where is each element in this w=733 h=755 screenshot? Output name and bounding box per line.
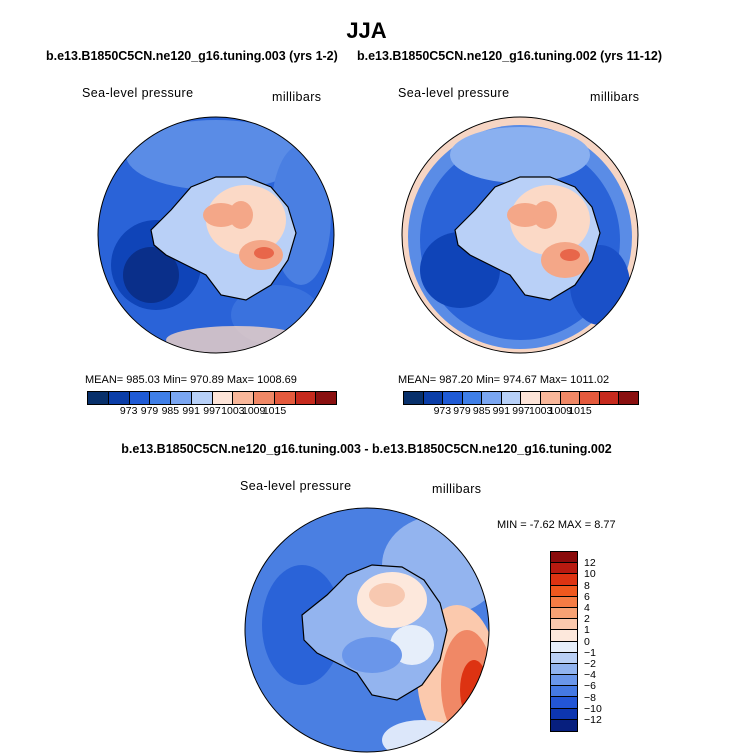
colorbar-label: 2 [584, 613, 590, 625]
left-map [96, 115, 336, 355]
colorbar-swatch [551, 563, 577, 574]
colorbar-swatch [404, 392, 424, 404]
colorbar-swatch [150, 392, 171, 404]
colorbar-swatch [482, 392, 502, 404]
colorbar-swatch [424, 392, 444, 404]
colorbar-label: −6 [584, 680, 596, 692]
colorbar-label: −2 [584, 658, 596, 670]
left-colorbar [87, 391, 337, 405]
right-colorbar [403, 391, 639, 405]
right-map [400, 115, 640, 355]
colorbar-swatch [296, 392, 317, 404]
colorbar-swatch [551, 709, 577, 720]
colorbar-swatch [580, 392, 600, 404]
colorbar-swatch [541, 392, 561, 404]
right-units-label: millibars [590, 90, 639, 104]
colorbar-swatch [551, 642, 577, 653]
left-colorbar-labels: 973 979 985 991 997 1003 1009 1015 [87, 405, 337, 419]
colorbar-swatch [551, 686, 577, 697]
diff-colorbar [550, 551, 578, 732]
colorbar-swatch [463, 392, 483, 404]
colorbar-swatch [254, 392, 275, 404]
colorbar-swatch [619, 392, 638, 404]
diff-stats: MIN = -7.62 MAX = 8.77 [497, 519, 616, 531]
diff-case-title: b.e13.B1850C5CN.ne120_g16.tuning.003 - b… [0, 442, 733, 456]
colorbar-label: 1015 [568, 405, 591, 417]
colorbar-label: 0 [584, 636, 590, 648]
colorbar-swatch [551, 597, 577, 608]
colorbar-swatch [551, 619, 577, 630]
colorbar-swatch [551, 630, 577, 641]
colorbar-label: 10 [584, 568, 596, 580]
right-case-title: b.e13.B1850C5CN.ne120_g16.tuning.002 (yr… [357, 49, 662, 63]
colorbar-swatch [130, 392, 151, 404]
colorbar-swatch [551, 608, 577, 619]
colorbar-label: 6 [584, 591, 590, 603]
right-variable-label: Sea-level pressure [398, 86, 509, 100]
colorbar-swatch [171, 392, 192, 404]
colorbar-label: −4 [584, 669, 596, 681]
colorbar-swatch [316, 392, 336, 404]
colorbar-swatch [213, 392, 234, 404]
colorbar-swatch [502, 392, 522, 404]
colorbar-swatch [551, 586, 577, 597]
colorbar-label: 997 [203, 405, 221, 417]
colorbar-swatch [233, 392, 254, 404]
diff-map [242, 505, 492, 755]
colorbar-label: 991 [182, 405, 200, 417]
left-units-label: millibars [272, 90, 321, 104]
left-case-title: b.e13.B1850C5CN.ne120_g16.tuning.003 (yr… [46, 49, 338, 63]
colorbar-swatch [551, 675, 577, 686]
colorbar-swatch [551, 653, 577, 664]
right-colorbar-labels: 973 979 985 991 997 1003 1009 1015 [403, 405, 639, 419]
colorbar-swatch [551, 697, 577, 708]
colorbar-label: −10 [584, 703, 602, 715]
left-variable-label: Sea-level pressure [82, 86, 193, 100]
diff-variable-label: Sea-level pressure [240, 479, 351, 493]
colorbar-swatch [561, 392, 581, 404]
colorbar-label: 985 [473, 405, 491, 417]
colorbar-swatch [551, 664, 577, 675]
colorbar-label: 973 [434, 405, 452, 417]
colorbar-label: 1015 [263, 405, 286, 417]
left-stats: MEAN= 985.03 Min= 970.89 Max= 1008.69 [85, 374, 297, 386]
colorbar-swatch [443, 392, 463, 404]
colorbar-swatch [192, 392, 213, 404]
colorbar-label: −8 [584, 692, 596, 704]
colorbar-swatch [551, 574, 577, 585]
colorbar-label: 8 [584, 580, 590, 592]
right-stats: MEAN= 987.20 Min= 974.67 Max= 1011.02 [398, 374, 609, 386]
colorbar-swatch [109, 392, 130, 404]
figure-title: JJA [0, 18, 733, 44]
colorbar-label: 4 [584, 602, 590, 614]
colorbar-label: −12 [584, 714, 602, 726]
colorbar-swatch [88, 392, 109, 404]
colorbar-swatch [600, 392, 620, 404]
colorbar-label: 973 [120, 405, 138, 417]
colorbar-label: −1 [584, 647, 596, 659]
colorbar-label: 1 [584, 624, 590, 636]
colorbar-label: 985 [162, 405, 180, 417]
colorbar-label: 979 [141, 405, 159, 417]
diff-units-label: millibars [432, 482, 481, 496]
colorbar-label: 12 [584, 557, 596, 569]
colorbar-swatch [551, 552, 577, 563]
colorbar-swatch [521, 392, 541, 404]
colorbar-swatch [275, 392, 296, 404]
colorbar-label: 997 [512, 405, 530, 417]
colorbar-swatch [551, 720, 577, 731]
colorbar-label: 979 [453, 405, 471, 417]
colorbar-label: 991 [493, 405, 511, 417]
